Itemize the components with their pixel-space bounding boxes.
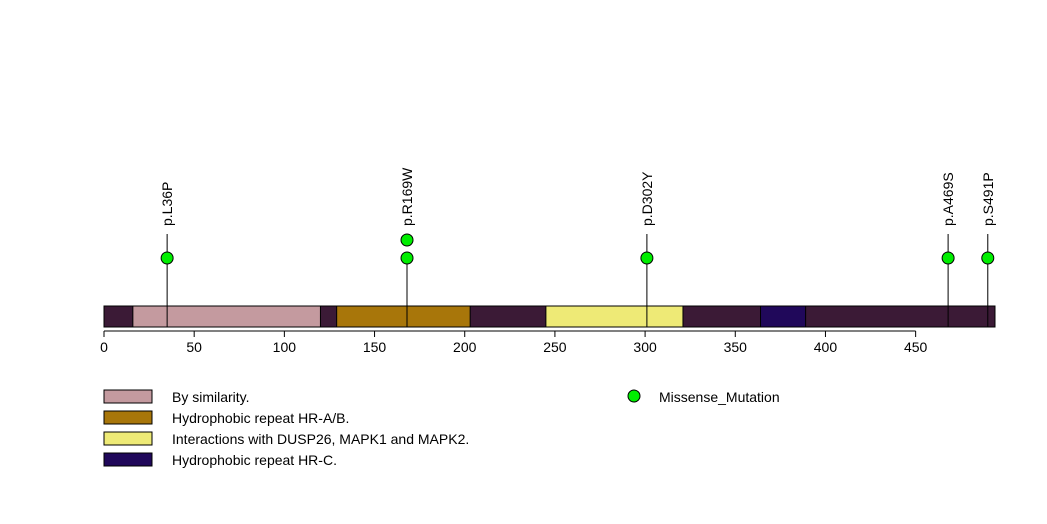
legend-swatch — [103, 389, 153, 404]
mutation-label: p.R169W — [399, 167, 415, 226]
x-tick-label: 300 — [633, 339, 657, 355]
x-tick-label: 50 — [186, 339, 202, 355]
legend-mutation-marker — [627, 389, 641, 403]
legend-label: Hydrophobic repeat HR-C. — [172, 452, 337, 468]
x-tick-label: 200 — [453, 339, 477, 355]
mutation-point — [941, 251, 955, 265]
domain-4 — [760, 305, 807, 328]
mutation-point — [640, 251, 654, 265]
domain-2 — [336, 305, 471, 328]
x-tick-label: 100 — [273, 339, 297, 355]
mutation-label: p.S491P — [980, 172, 996, 226]
legend-label: Hydrophobic repeat HR-A/B. — [172, 410, 349, 426]
legend-mutation-label: Missense_Mutation — [659, 389, 780, 405]
domain-3 — [545, 305, 684, 328]
legend-label: Interactions with DUSP26, MAPK1 and MAPK… — [172, 431, 469, 447]
mutation-point — [400, 233, 414, 247]
x-axis: 0 50 100 150 200 250 300 350 400 450 — [100, 330, 928, 355]
legend-swatch — [103, 431, 153, 446]
x-tick-label: 400 — [814, 339, 838, 355]
legend-label: By similarity. — [172, 389, 250, 405]
legend: By similarity. Hydrophobic repeat HR-A/B.… — [103, 389, 780, 468]
mutation-point — [160, 251, 174, 265]
mutation-point — [981, 251, 995, 265]
x-tick-label: 250 — [543, 339, 567, 355]
x-tick-label: 0 — [100, 339, 108, 355]
mutation-label: p.A469S — [940, 172, 956, 226]
domain-layer — [103, 305, 996, 328]
x-tick-label: 450 — [904, 339, 928, 355]
mutation-label: p.L36P — [159, 182, 175, 226]
mutation-label: p.D302Y — [639, 171, 655, 226]
legend-swatch — [103, 410, 153, 425]
domain-1 — [132, 305, 321, 328]
legend-swatch — [103, 452, 153, 467]
x-tick-label: 350 — [724, 339, 748, 355]
mutation-layer: p.L36P p.R169W p.D302Y p.A469S p.S491P — [159, 167, 996, 327]
mutation-point — [400, 251, 414, 265]
x-tick-label: 150 — [363, 339, 387, 355]
